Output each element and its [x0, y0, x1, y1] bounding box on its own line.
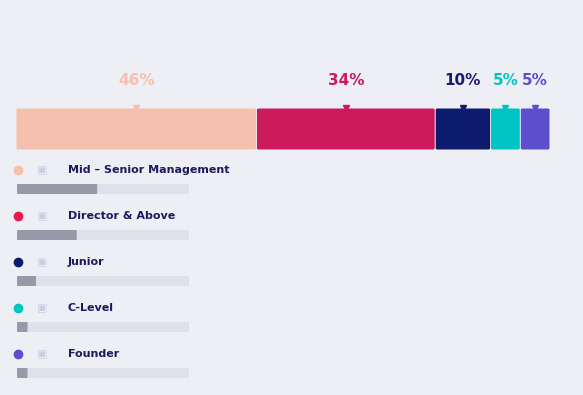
FancyBboxPatch shape — [17, 230, 77, 240]
Text: C-Level: C-Level — [68, 303, 114, 313]
Text: ▣: ▣ — [37, 303, 47, 313]
Text: ▣: ▣ — [37, 165, 47, 175]
FancyBboxPatch shape — [17, 322, 27, 332]
Text: 10%: 10% — [445, 73, 481, 88]
FancyBboxPatch shape — [17, 368, 189, 378]
FancyBboxPatch shape — [17, 276, 36, 286]
FancyBboxPatch shape — [16, 109, 256, 149]
FancyBboxPatch shape — [257, 109, 435, 149]
FancyBboxPatch shape — [17, 230, 189, 240]
FancyBboxPatch shape — [17, 184, 189, 194]
Text: ▣: ▣ — [37, 349, 47, 359]
Text: Mid – Senior Management: Mid – Senior Management — [68, 165, 230, 175]
Text: 5%: 5% — [493, 73, 518, 88]
Text: ▣: ▣ — [37, 211, 47, 221]
FancyBboxPatch shape — [17, 276, 189, 286]
Text: 46%: 46% — [118, 73, 154, 88]
FancyBboxPatch shape — [17, 322, 189, 332]
Text: Founder: Founder — [68, 349, 120, 359]
Text: Junior: Junior — [68, 257, 104, 267]
FancyBboxPatch shape — [521, 109, 550, 149]
FancyBboxPatch shape — [491, 109, 520, 149]
Text: 34%: 34% — [328, 73, 364, 88]
FancyBboxPatch shape — [17, 368, 27, 378]
FancyBboxPatch shape — [436, 109, 490, 149]
Text: ▣: ▣ — [37, 257, 47, 267]
Text: 5%: 5% — [522, 73, 548, 88]
Text: Director & Above: Director & Above — [68, 211, 175, 221]
FancyBboxPatch shape — [17, 184, 97, 194]
